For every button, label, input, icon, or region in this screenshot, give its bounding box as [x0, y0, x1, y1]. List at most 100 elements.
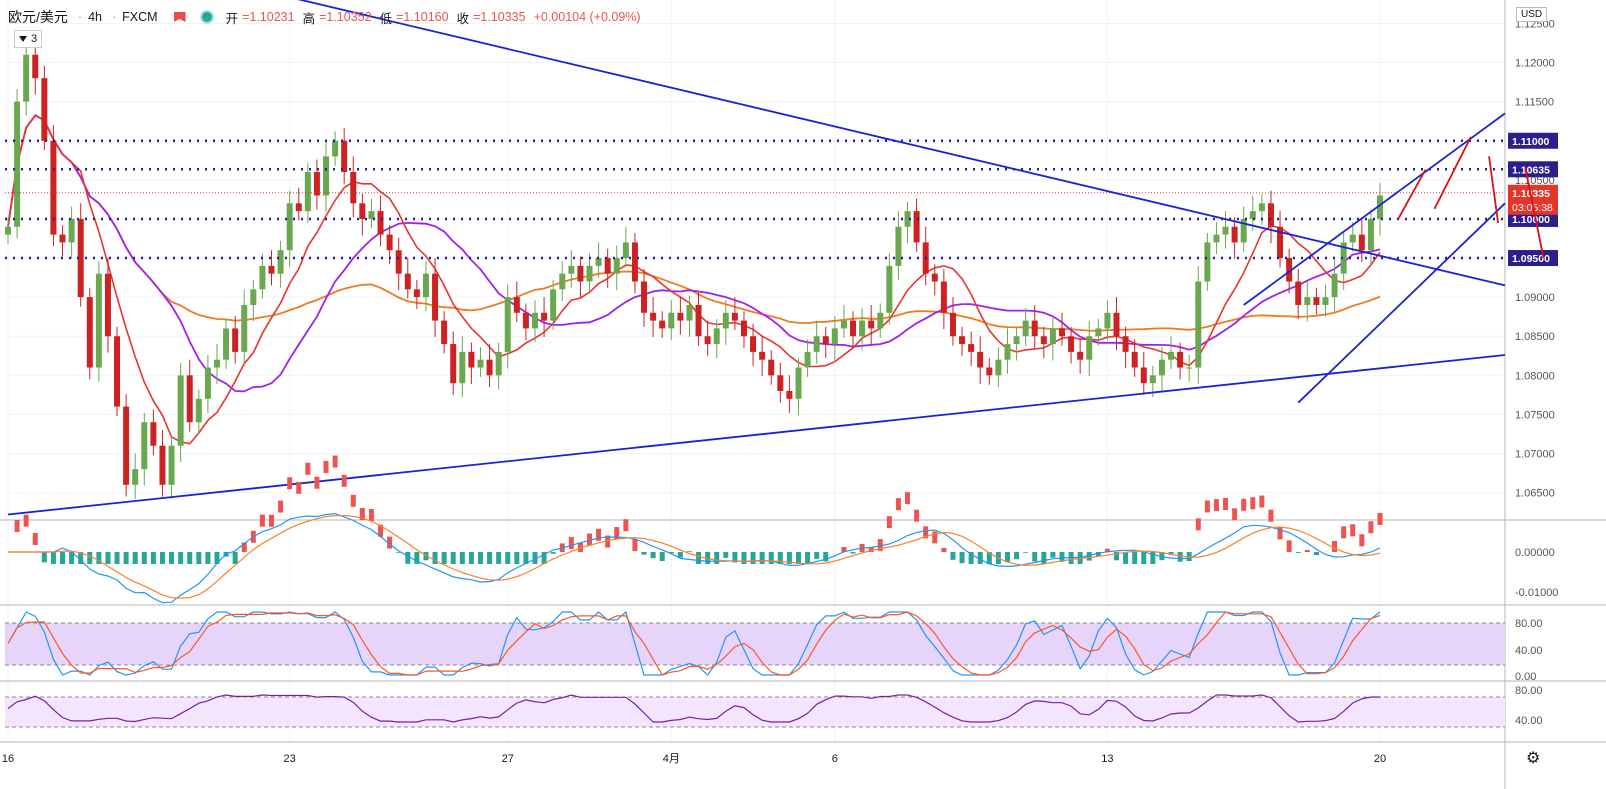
- price-axis-label: 1.10500: [1515, 175, 1555, 187]
- candle-body: [1304, 297, 1311, 305]
- macd-histogram-bar: [1268, 509, 1274, 522]
- macd-histogram-bar: [1259, 495, 1265, 508]
- macd-histogram-bar: [587, 533, 593, 546]
- macd-histogram-bar: [332, 455, 338, 468]
- macd-histogram-bar: [841, 547, 847, 552]
- candle-body: [1277, 226, 1284, 259]
- candle-body: [731, 312, 738, 321]
- macd-histogram-bar: [968, 552, 974, 564]
- candle-body: [213, 359, 220, 368]
- macd-histogram-bar: [214, 552, 220, 564]
- candle-body: [404, 273, 411, 290]
- macd-histogram-bar: [305, 462, 311, 475]
- macd-histogram-bar: [1286, 540, 1292, 552]
- macd-histogram-bar: [1023, 552, 1029, 553]
- candle-body: [822, 336, 829, 345]
- macd-histogram-bar: [1350, 524, 1356, 537]
- high-value: =1.10352: [319, 10, 372, 24]
- candle-body: [840, 320, 847, 329]
- candle-body: [14, 101, 21, 227]
- macd-histogram-bar: [378, 524, 384, 537]
- gear-icon[interactable]: ⚙: [1526, 750, 1541, 767]
- candle-body: [1131, 351, 1138, 368]
- ma-slow-line: [7, 114, 1381, 332]
- macd-histogram-bar: [705, 552, 711, 564]
- macd-histogram-bar: [150, 552, 156, 564]
- candle-body: [631, 242, 638, 282]
- macd-histogram-bar: [1213, 499, 1219, 512]
- candle-body: [768, 359, 775, 376]
- candle-body: [877, 312, 884, 329]
- macd-histogram-bar: [623, 519, 629, 532]
- macd-histogram-bar: [1041, 552, 1047, 564]
- macd-histogram-bar: [1104, 548, 1110, 552]
- candle-body: [477, 359, 484, 368]
- macd-histogram-bar: [132, 552, 138, 564]
- macd-histogram-bar: [1150, 552, 1156, 564]
- macd-histogram-bar: [1368, 521, 1374, 534]
- macd-histogram-bar: [505, 552, 511, 564]
- candle-body: [123, 406, 130, 485]
- candle-body: [359, 203, 366, 219]
- macd-axis-label: 0.00000: [1515, 547, 1555, 559]
- macd-histogram-bar: [850, 552, 856, 554]
- open-value: =1.10231: [242, 10, 295, 24]
- interval-label[interactable]: 4h: [88, 10, 102, 24]
- candle-body: [1249, 211, 1256, 219]
- candle-body: [613, 258, 620, 274]
- candle-body: [150, 422, 157, 446]
- macd-histogram-bar: [1086, 552, 1092, 561]
- candle-body: [1058, 328, 1065, 337]
- candle-body: [740, 320, 747, 337]
- candle-body: [104, 273, 111, 337]
- macd-histogram-bar: [805, 552, 811, 564]
- macd-histogram-bar: [614, 527, 620, 540]
- macd-histogram-bar: [1014, 552, 1020, 560]
- candle-body: [1113, 312, 1120, 337]
- time-axis-label: 13: [1101, 753, 1113, 765]
- macd-histogram-bar: [1004, 552, 1010, 563]
- macd-histogram-bar: [1232, 508, 1238, 521]
- indicator-collapse-button[interactable]: 3: [14, 30, 43, 48]
- candle-body: [550, 289, 557, 321]
- macd-histogram-bar: [105, 552, 111, 564]
- macd-histogram-bar: [759, 552, 765, 564]
- candle-body: [1295, 281, 1302, 305]
- currency-badge[interactable]: USD: [1516, 7, 1548, 22]
- flag-icon[interactable]: [173, 12, 186, 22]
- macd-histogram-bar: [1313, 552, 1319, 556]
- ma-mid-line: [7, 114, 1381, 393]
- trendline: [7, 354, 1506, 516]
- candle-body: [1213, 234, 1220, 243]
- candle-body: [586, 265, 593, 282]
- candle-body: [850, 320, 857, 337]
- macd-histogram-bar: [568, 536, 574, 549]
- candle-body: [668, 312, 675, 329]
- candle-body: [386, 234, 393, 251]
- macd-histogram-bar: [496, 552, 502, 564]
- candle-body: [986, 367, 993, 376]
- macd-histogram-bar: [895, 498, 901, 511]
- macd-histogram-bar: [877, 539, 883, 552]
- candle-body: [522, 312, 529, 329]
- candle-body: [886, 265, 893, 313]
- macd-histogram-bar: [114, 552, 120, 564]
- macd-histogram-bar: [32, 533, 38, 545]
- macd-histogram-bar: [977, 552, 983, 564]
- candle-body: [441, 320, 448, 345]
- price-axis-label: 1.07500: [1515, 409, 1555, 421]
- macd-histogram-bar: [641, 552, 647, 555]
- candle-body: [1077, 351, 1084, 360]
- price-axis-label: 1.08500: [1515, 331, 1555, 343]
- price-axis-label: 1.06500: [1515, 488, 1555, 500]
- macd-histogram-bar: [169, 552, 175, 564]
- candle-body: [904, 211, 911, 227]
- macd-histogram-bar: [414, 552, 420, 564]
- level-price-tag: [1508, 210, 1558, 227]
- candle-body: [577, 265, 584, 282]
- symbol-name[interactable]: 欧元/美元: [8, 9, 68, 25]
- candle-body: [1158, 359, 1165, 376]
- macd-histogram-bar: [750, 552, 756, 564]
